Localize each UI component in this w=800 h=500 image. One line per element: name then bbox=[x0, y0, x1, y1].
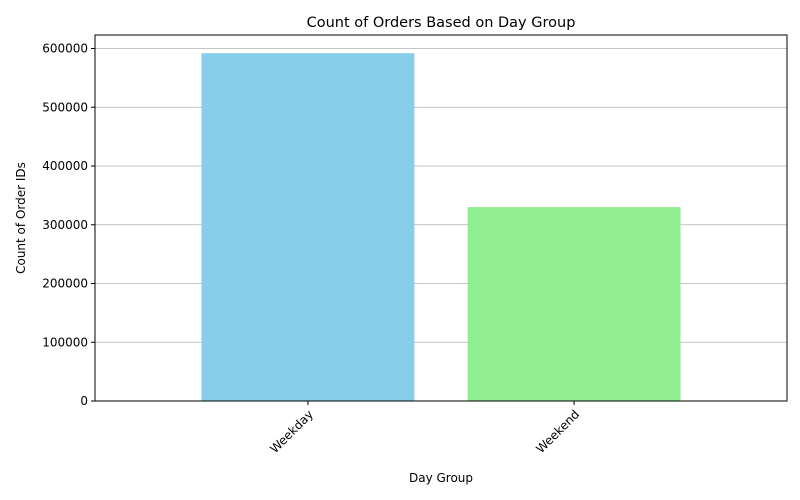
bars bbox=[201, 53, 681, 401]
bar-weekday bbox=[201, 53, 415, 401]
x-tick-label: Weekday bbox=[267, 407, 316, 456]
y-axis-label: Count of Order IDs bbox=[14, 162, 28, 274]
x-tick-label: Weekend bbox=[533, 407, 582, 456]
y-tick-label: 400000 bbox=[42, 159, 88, 173]
y-tick-label: 0 bbox=[80, 394, 88, 408]
y-tick-label: 300000 bbox=[42, 218, 88, 232]
grid-lines bbox=[95, 48, 787, 402]
y-tick-label: 200000 bbox=[42, 277, 88, 291]
chart-title: Count of Orders Based on Day Group bbox=[307, 15, 576, 31]
plot-frame bbox=[94, 34, 788, 402]
y-tick-label: 600000 bbox=[42, 42, 88, 56]
bar-weekend bbox=[467, 207, 681, 401]
y-tick-label: 500000 bbox=[42, 100, 88, 114]
y-axis-ticks: 0 100000 200000 300000 400000 500000 600000 bbox=[42, 42, 95, 408]
x-axis-label: Day Group bbox=[409, 471, 473, 485]
x-axis-ticks: Weekday Weekend bbox=[267, 401, 582, 456]
y-tick-label: 100000 bbox=[42, 335, 88, 349]
